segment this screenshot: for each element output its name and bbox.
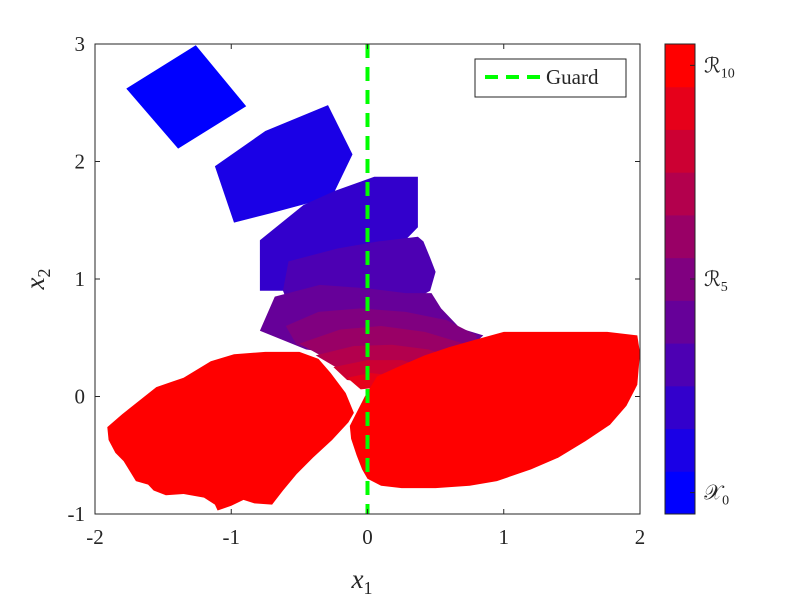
colorbar	[665, 44, 695, 515]
reach-set-1-polygon-0	[214, 105, 353, 223]
y-axis-label: x2	[20, 269, 54, 291]
reachable-sets	[107, 45, 640, 511]
legend-box	[474, 58, 627, 98]
x-axis-label-sub: 1	[363, 578, 372, 598]
legend: Guard	[474, 58, 627, 98]
y-axis-label-base: x	[20, 277, 50, 290]
colorbar-segment-8	[665, 129, 695, 173]
y-tick-label: 3	[75, 32, 86, 56]
colorbar-segment-2	[665, 385, 695, 430]
x-tick-label: -1	[223, 525, 241, 549]
x-axis-label: x1	[351, 564, 373, 598]
x-axis-label-base: x	[351, 564, 364, 594]
colorbar-segment-6	[665, 214, 695, 259]
colorbar-tick-label: ℛ10	[704, 53, 735, 81]
colorbar-tick-label: 𝒳0	[704, 481, 729, 509]
legend-guard-label: Guard	[546, 65, 599, 89]
colorbar-segment-9	[665, 86, 695, 130]
y-tick-label: -1	[68, 502, 86, 526]
y-tick-label: 1	[75, 267, 86, 291]
colorbar-segment-1	[665, 428, 695, 472]
colorbar-segment-4	[665, 300, 695, 344]
colorbar-tick-label: ℛ5	[704, 267, 728, 295]
y-axis-label-sub: 2	[34, 269, 54, 278]
y-tick-label: 2	[75, 150, 86, 174]
y-tick-label: 0	[75, 385, 86, 409]
x-tick-label: 0	[362, 525, 373, 549]
x-tick-label: 2	[635, 525, 646, 549]
y-axis-ticks: -1 0 1 2 3	[68, 32, 640, 526]
colorbar-segment-3	[665, 343, 695, 387]
x-tick-label: 1	[499, 525, 510, 549]
reach-set-10-polygon-1	[349, 331, 640, 489]
reach-set-10-polygon-0	[107, 351, 354, 511]
colorbar-ticks: 𝒳0 ℛ5 ℛ10	[690, 53, 735, 509]
x-axis-ticks: -2 -1 0 1 2	[86, 44, 645, 549]
x-tick-label: -2	[86, 525, 104, 549]
reach-set-0-polygon-0	[126, 45, 247, 149]
colorbar-segment-7	[665, 172, 695, 216]
